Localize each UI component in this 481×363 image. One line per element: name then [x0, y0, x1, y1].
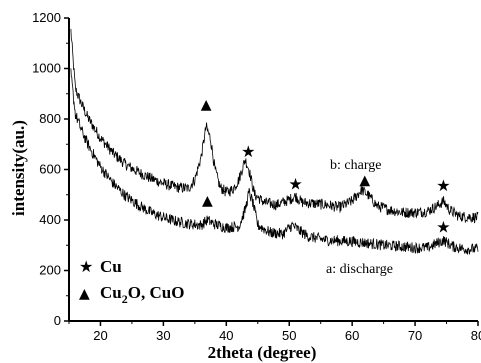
plot-area: 0 200 400 600 800 1000 1200 20 30 40 50 60 70 80	[32, 10, 481, 343]
x-tick-label: 60	[345, 328, 359, 343]
y-tick-label: 200	[39, 263, 61, 278]
legend-label-copper-oxides: Cu2O, CuO	[100, 283, 184, 306]
x-tick-label: 70	[408, 328, 422, 343]
y-tick-label: 0	[54, 313, 61, 328]
y-tick-label: 1200	[32, 10, 61, 25]
star-icon: ★	[436, 218, 450, 237]
legend-label-cu: Cu	[100, 257, 122, 276]
y-tick-label: 800	[39, 111, 61, 126]
marker-layer: ▲ ★ ★ ▲ ★ ▲ ★	[201, 97, 451, 237]
y-tick-label: 400	[39, 212, 61, 227]
x-tick-label: 30	[156, 328, 170, 343]
legend-star-icon: ★	[79, 257, 93, 276]
y-tick-label: 600	[39, 162, 61, 177]
x-tick-label: 80	[471, 328, 481, 343]
star-icon: ★	[436, 176, 450, 195]
legend: ★ Cu ▲ Cu2O, CuO	[79, 257, 184, 306]
charge-series-label: b: charge	[330, 158, 381, 173]
x-axis-label: 2theta (degree)	[208, 343, 317, 362]
legend-triangle-icon: ▲	[79, 286, 90, 302]
x-tick-label: 20	[93, 328, 107, 343]
x-tick-label: 40	[219, 328, 233, 343]
discharge-series-label: a: discharge	[326, 262, 393, 277]
triangle-icon: ▲	[359, 173, 370, 189]
triangle-icon: ▲	[201, 97, 212, 113]
star-icon: ★	[288, 175, 302, 194]
triangle-icon: ▲	[202, 193, 213, 209]
x-tick-label: 50	[282, 328, 296, 343]
series-line-charge	[70, 28, 479, 224]
y-axis-label: intensity(au.)	[9, 120, 28, 216]
y-tick-label: 1000	[32, 61, 61, 76]
star-icon: ★	[241, 142, 255, 161]
series-line-discharge	[70, 68, 479, 255]
series-layer	[70, 28, 479, 255]
